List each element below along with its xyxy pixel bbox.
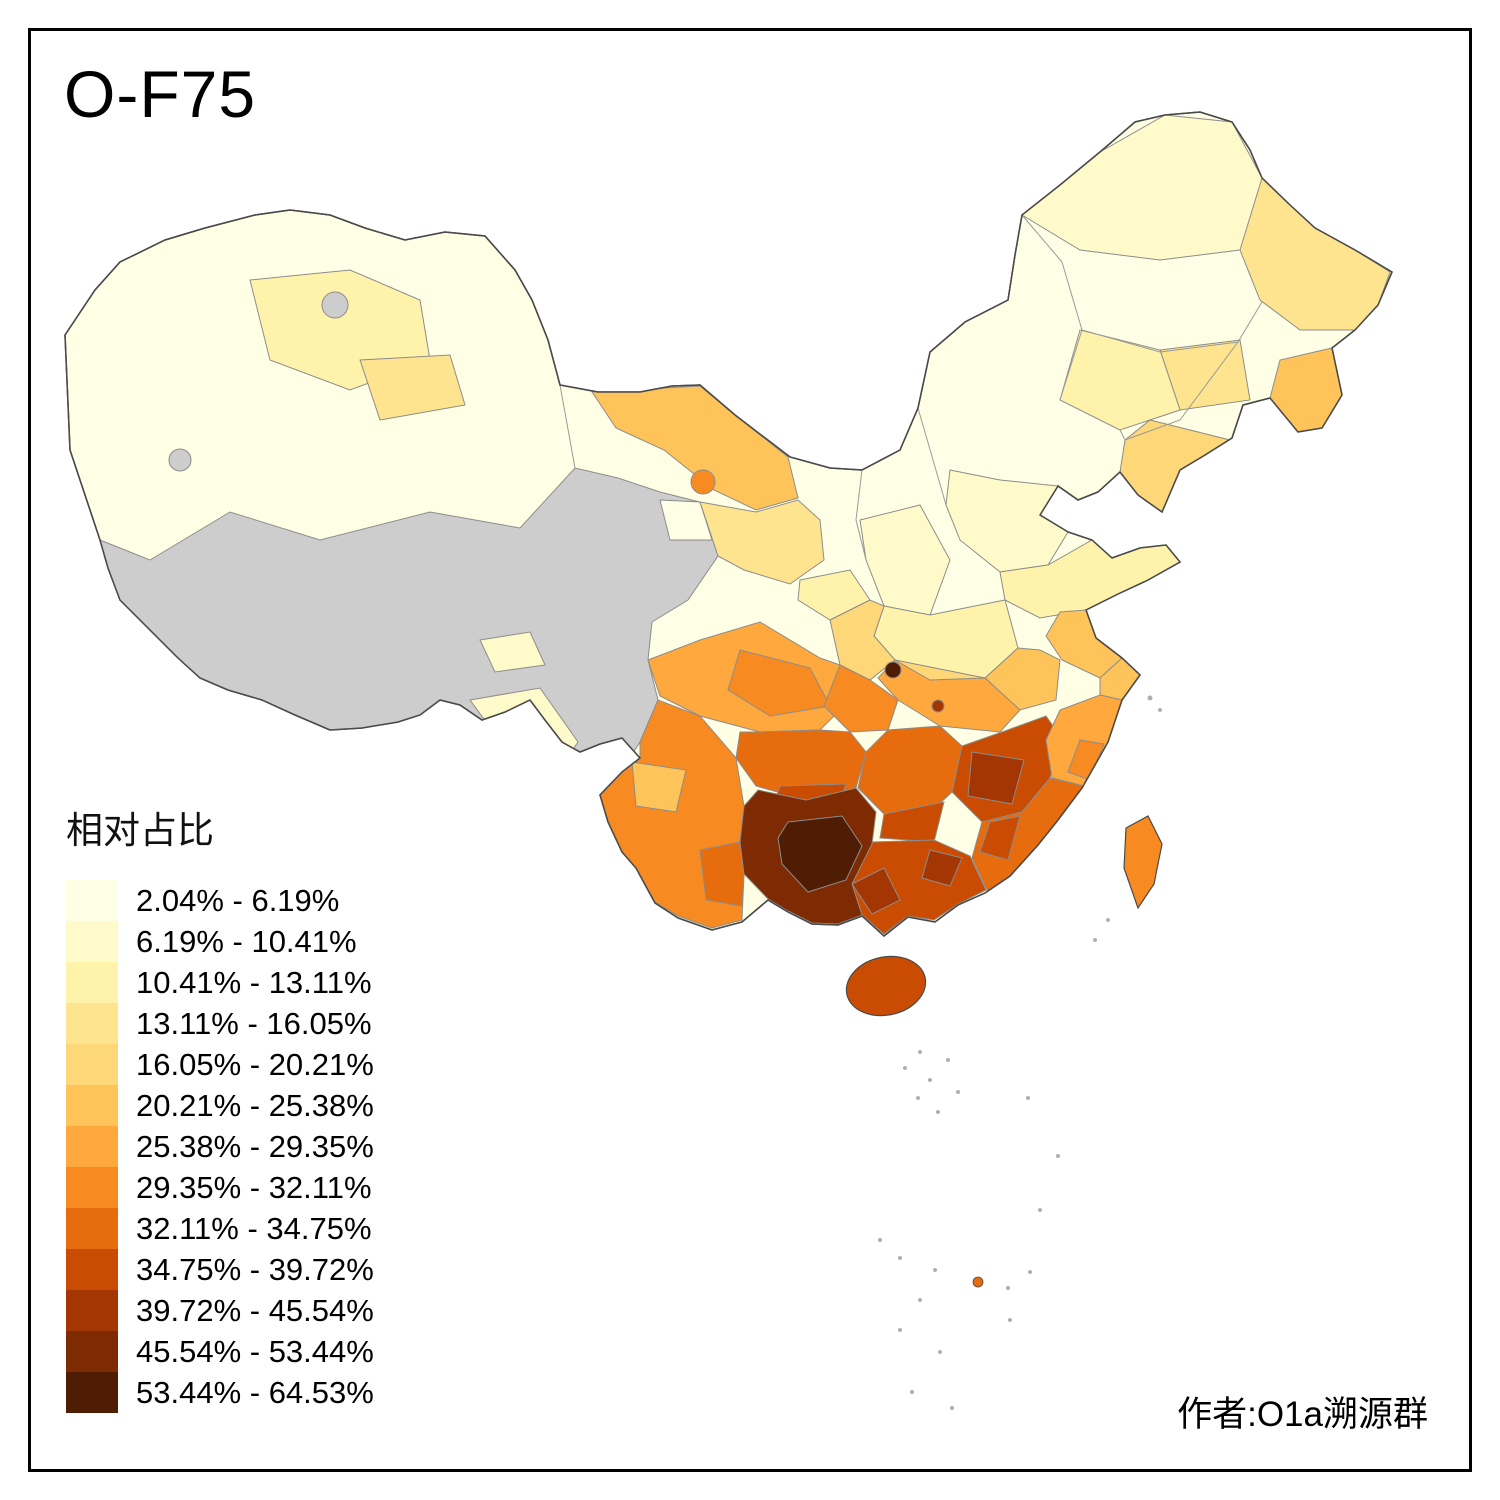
legend-item: 13.11% - 16.05% [66,1003,374,1044]
legend-label: 34.75% - 39.72% [136,1251,374,1287]
legend-label: 10.41% - 13.11% [136,964,372,1000]
author-credit: 作者:O1a溯源群 [1177,1395,1428,1434]
legend-label: 53.44% - 64.53% [136,1374,374,1410]
legend-label: 6.19% - 10.41% [136,923,357,959]
legend-label: 29.35% - 32.11% [136,1169,372,1205]
legend-swatch [66,962,118,1003]
legend-item: 53.44% - 64.53% [66,1372,374,1413]
legend-label: 25.38% - 29.35% [136,1128,374,1164]
legend-item: 34.75% - 39.72% [66,1249,374,1290]
legend-label: 16.05% - 20.21% [136,1046,374,1082]
legend-swatch [66,880,118,921]
legend-label: 2.04% - 6.19% [136,882,340,918]
legend-item: 39.72% - 45.54% [66,1290,374,1331]
legend-swatch [66,1085,118,1126]
region-sichuan-east-patch [727,649,831,717]
region-hunan-dark-dot [931,699,945,713]
legend-swatch [66,1372,118,1413]
legend-swatch [66,1126,118,1167]
legend-item: 16.05% - 20.21% [66,1044,374,1085]
legend-swatch [66,921,118,962]
legend-swatch [66,1003,118,1044]
legend-swatch [66,1167,118,1208]
region-xinjiang-nodata-dot [321,291,349,319]
legend-label: 45.54% - 53.44% [136,1333,374,1369]
legend-swatch [66,1208,118,1249]
region-gansu-east [699,499,825,585]
legend-swatch [66,1044,118,1085]
legend-label: 32.11% - 34.75% [136,1210,372,1246]
region-garze-pale [479,631,546,673]
legend-label: 13.11% - 16.05% [136,1005,372,1041]
region-fujian-west [979,815,1021,861]
legend-swatch [66,1249,118,1290]
region-guangdong-north-dark [921,849,963,887]
legend-item: 32.11% - 34.75% [66,1208,374,1249]
legend-item: 25.38% - 29.35% [66,1126,374,1167]
region-hebei [945,469,1069,573]
region-guangdong-west-dark [851,867,901,915]
page-title: O-F75 [64,57,257,131]
legend-swatch [66,1331,118,1372]
region-hainan [845,955,927,1017]
legend-items: 2.04% - 6.19% 6.19% - 10.41% 10.41% - 13.1… [66,880,374,1413]
legend-swatch [66,1290,118,1331]
legend-item: 10.41% - 13.11% [66,962,374,1003]
regions [99,114,1391,935]
region-jilin-east [1269,347,1343,433]
region-hubei-dark-dot [884,661,902,679]
island-orange-dot [972,1276,984,1288]
legend-label: 39.72% - 45.54% [136,1292,374,1328]
mainland-outline [64,111,1393,937]
legend: 相对占比 2.04% - 6.19% 6.19% - 10.41% 10.41% -… [66,800,374,1413]
small-islands [878,695,1162,1410]
region-xinjiang-patch2 [359,354,466,421]
legend-item: 29.35% - 32.11% [66,1167,374,1208]
region-qinghai-ne-pale [659,499,713,541]
region-guizhou [735,729,867,801]
legend-item: 45.54% - 53.44% [66,1331,374,1372]
legend-item: 20.21% - 25.38% [66,1085,374,1126]
legend-item: 6.19% - 10.41% [66,921,374,962]
region-xinjiang-nodata-dot2 [168,448,192,472]
region-yunnan-west-light [631,761,687,813]
region-lanzhou-dot [690,469,716,495]
region-taiwan [1123,815,1163,910]
region-jiangxi-dark [967,751,1025,805]
legend-item: 2.04% - 6.19% [66,880,374,921]
legend-title: 相对占比 [66,810,214,851]
region-hubei [877,659,1021,733]
region-yunnan-southeast-dark [699,841,745,907]
legend-label: 20.21% - 25.38% [136,1087,374,1123]
region-guangxi-core-darkest [777,815,863,893]
province-borders [559,214,1263,561]
